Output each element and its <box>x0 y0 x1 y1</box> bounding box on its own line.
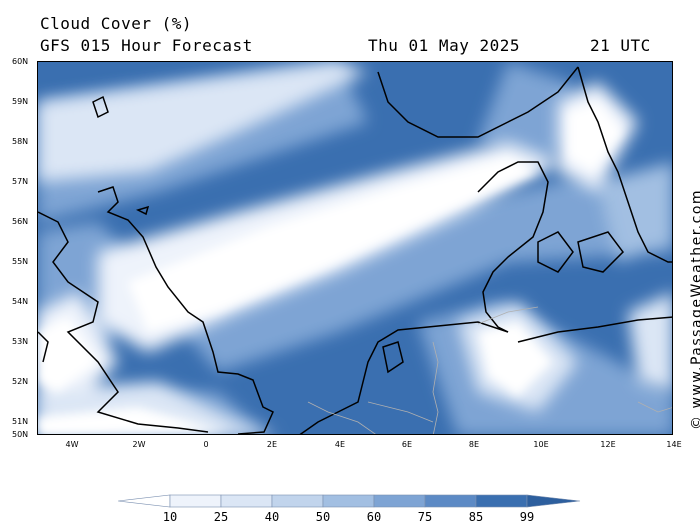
legend-swatch-40-50 <box>271 494 324 508</box>
lat-label-55n: 55N <box>12 257 29 266</box>
coastline-baltic-south <box>517 316 672 343</box>
border-denmark-germany <box>477 306 539 325</box>
lon-label-2w: 2W <box>132 440 146 449</box>
lat-label-52n: 52N <box>12 377 29 386</box>
legend-swatch-85-99 <box>475 494 528 508</box>
coastline-ireland <box>38 331 49 363</box>
lat-label-57n: 57N <box>12 177 29 186</box>
map-title: Cloud Cover (%) <box>40 14 192 33</box>
lat-label-53n: 53N <box>12 337 29 346</box>
legend-label-99: 99 <box>519 510 535 524</box>
legend-label-25: 25 <box>213 510 229 524</box>
coastline-britain-west <box>38 211 209 433</box>
lat-label-58n: 58N <box>12 137 29 146</box>
lon-label-6e: 6E <box>401 440 413 449</box>
lon-label-12e: 12E <box>600 440 616 449</box>
cloud-clear-layer <box>38 102 623 434</box>
lon-label-4e: 4E <box>334 440 346 449</box>
forecast-time: 21 UTC <box>590 36 651 55</box>
lat-label-51n: 51N <box>12 417 29 426</box>
copyright-watermark: © www.PassageWeather.com <box>679 150 700 430</box>
coastline-sweden <box>577 66 672 263</box>
color-legend-bar <box>118 494 581 508</box>
forecast-subtitle: GFS 015 Hour Forecast <box>40 36 253 55</box>
forecast-date: Thu 01 May 2025 <box>368 36 520 55</box>
legend-label-75: 75 <box>417 510 433 524</box>
lon-label-14e: 14E <box>666 440 682 449</box>
legend-label-10: 10 <box>162 510 178 524</box>
border-germany-poland <box>637 401 672 413</box>
legend-label-50: 50 <box>315 510 331 524</box>
lon-label-2e: 2E <box>266 440 278 449</box>
border-netherlands-germany <box>432 341 439 434</box>
legend-label-40: 40 <box>264 510 280 524</box>
coastline-norway <box>377 66 579 138</box>
legend-swatch-60-75 <box>373 494 426 508</box>
lon-label-10e: 10E <box>533 440 549 449</box>
lat-label-54n: 54N <box>12 297 29 306</box>
coastline-islands-north <box>92 95 150 216</box>
border-belgium-netherlands <box>367 401 434 423</box>
coastline-germany-netherlands <box>299 321 509 434</box>
lon-label-8e: 8E <box>468 440 480 449</box>
map-svg <box>38 62 672 434</box>
lat-label-60n: 60N <box>12 57 29 66</box>
legend-swatch-50-60 <box>322 494 375 508</box>
legend-swatch-25-40 <box>220 494 273 508</box>
lon-label-0: 0 <box>203 440 209 449</box>
border-belgium-france <box>307 401 376 434</box>
lat-label-56n: 56N <box>12 217 29 226</box>
legend-label-85: 85 <box>468 510 484 524</box>
legend-swatch-75-85 <box>424 494 477 508</box>
coastline-danish-islands <box>537 231 624 273</box>
lat-label-59n: 59N <box>12 97 29 106</box>
legend-swatch-10-25 <box>169 494 222 508</box>
coastline-ijsselmeer <box>382 341 404 374</box>
legend-label-60: 60 <box>366 510 382 524</box>
coastline-denmark <box>477 161 549 333</box>
cloud-cover-map <box>37 61 673 435</box>
country-borders <box>307 306 672 434</box>
coastline-britain-east <box>97 186 274 434</box>
lon-label-4w: 4W <box>65 440 79 449</box>
coastlines <box>38 66 672 434</box>
copyright-text: © www.PassageWeather.com <box>689 188 700 430</box>
legend-swatch-min <box>118 494 171 508</box>
legend-swatch-max <box>526 494 581 508</box>
lat-label-50n: 50N <box>12 430 29 439</box>
